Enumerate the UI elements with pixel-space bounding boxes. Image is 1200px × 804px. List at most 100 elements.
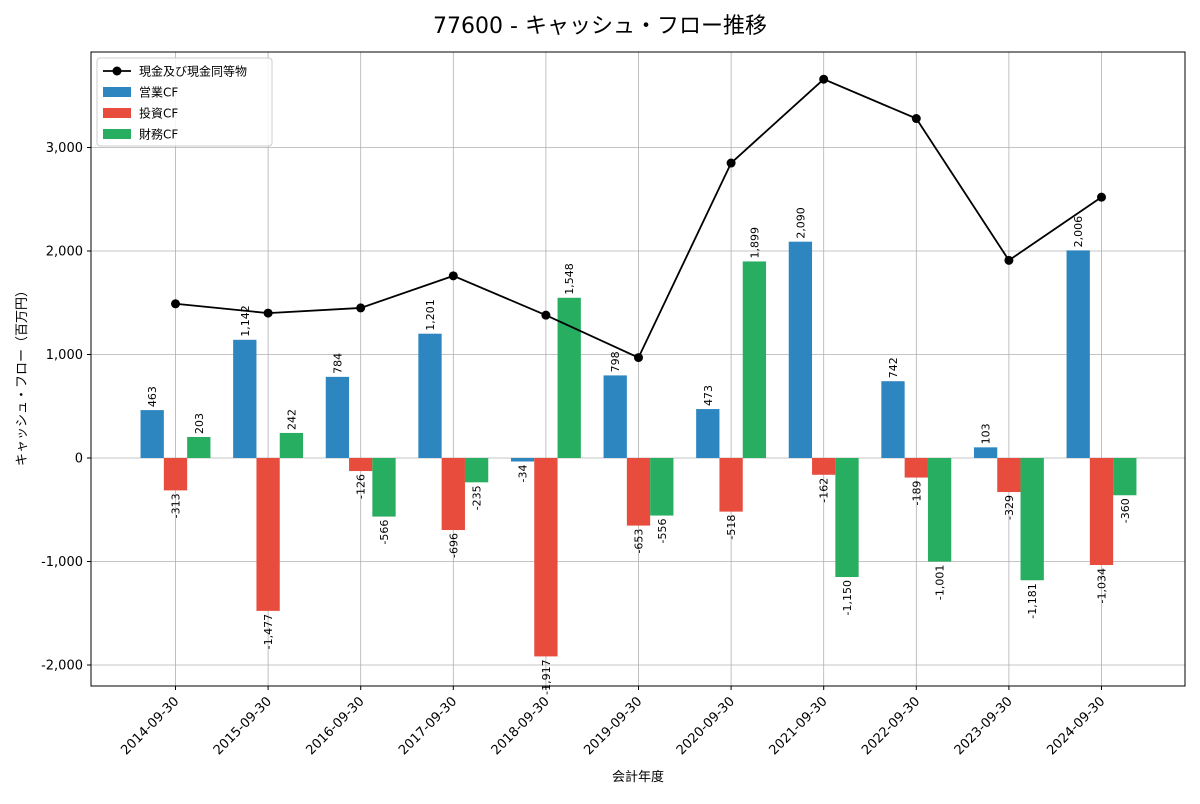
data-label: -360 bbox=[1119, 498, 1132, 523]
data-label: -162 bbox=[818, 478, 831, 503]
bar-1 bbox=[140, 410, 164, 458]
x-tick-label: 2021-09-30 bbox=[766, 694, 830, 758]
cash-equivalents-point bbox=[726, 158, 736, 168]
data-label: -313 bbox=[170, 493, 183, 518]
bar-3 bbox=[279, 432, 304, 458]
x-tick-label: 2017-09-30 bbox=[396, 694, 460, 758]
bar-2 bbox=[904, 458, 928, 478]
data-label: -34 bbox=[517, 465, 530, 483]
cash-equivalents-point bbox=[171, 299, 180, 309]
cash-equivalents-point bbox=[819, 74, 829, 84]
data-label: 2,006 bbox=[1072, 216, 1085, 248]
data-label: -235 bbox=[471, 485, 484, 510]
bar-1 bbox=[325, 376, 350, 458]
data-label: 742 bbox=[887, 357, 900, 378]
bar-1 bbox=[1066, 250, 1090, 458]
data-label: -566 bbox=[378, 520, 391, 545]
legend-box bbox=[96, 57, 273, 147]
bar-3 bbox=[650, 458, 674, 516]
data-labels-layer: 463 1,142 784 1,201 -34 798 473 2,090 742 103 2,00… bbox=[146, 207, 1132, 695]
y-tick-label: 2,000 bbox=[46, 245, 83, 260]
cash-equivalents-point bbox=[911, 114, 921, 124]
bar-2 bbox=[256, 458, 280, 611]
data-label: -329 bbox=[1003, 495, 1016, 520]
y-tick-label: 1,000 bbox=[46, 348, 83, 363]
cash-equivalents-point bbox=[1004, 255, 1014, 265]
legend-label: 財務CF bbox=[139, 127, 178, 142]
cash-equivalents-point bbox=[263, 308, 273, 318]
cash-equivalents-point bbox=[356, 303, 366, 313]
bar-3 bbox=[835, 458, 859, 578]
data-label: 798 bbox=[609, 351, 622, 372]
data-label: 1,142 bbox=[239, 305, 252, 337]
bar-2 bbox=[997, 458, 1021, 493]
bar-2 bbox=[441, 458, 465, 531]
cash-equivalents-point bbox=[634, 353, 643, 363]
y-tick-label: 0 bbox=[75, 452, 83, 467]
legend-bar-swatch bbox=[103, 108, 131, 118]
x-tick-label: 2015-09-30 bbox=[211, 694, 275, 758]
legend-label: 営業CF bbox=[139, 86, 178, 100]
y-tick-label: 3,000 bbox=[46, 141, 83, 156]
y-tick-label: -1,000 bbox=[41, 555, 83, 570]
bar-1 bbox=[973, 447, 998, 458]
data-label: -518 bbox=[725, 515, 738, 540]
x-tick-label: 2024-09-30 bbox=[1044, 694, 1108, 758]
x-tick-label: 2023-09-30 bbox=[952, 694, 1016, 758]
x-tick-label: 2019-09-30 bbox=[581, 694, 645, 758]
bar-2 bbox=[812, 458, 836, 475]
legend-bar-swatch bbox=[103, 129, 131, 139]
bars-layer bbox=[140, 241, 1137, 657]
data-label: 473 bbox=[702, 385, 715, 406]
legend-label: 現金及び現金同等物 bbox=[139, 64, 247, 79]
bar-3 bbox=[557, 297, 581, 458]
x-tick-label: 2016-09-30 bbox=[303, 694, 367, 758]
x-tick-label: 2022-09-30 bbox=[859, 694, 923, 758]
data-label: -126 bbox=[355, 474, 368, 499]
data-label: 1,548 bbox=[563, 263, 576, 295]
bar-2 bbox=[534, 458, 558, 657]
data-label: -189 bbox=[910, 481, 923, 506]
bar-3 bbox=[187, 436, 211, 458]
bar-1 bbox=[510, 458, 535, 462]
bar-3 bbox=[927, 458, 952, 562]
x-tick-label: 2020-09-30 bbox=[674, 694, 738, 758]
data-label: 1,899 bbox=[748, 227, 761, 259]
data-label: -1,150 bbox=[841, 580, 854, 615]
bar-1 bbox=[418, 333, 442, 458]
bar-2 bbox=[163, 458, 188, 491]
data-label: -696 bbox=[447, 533, 460, 558]
data-label: 1,201 bbox=[424, 299, 437, 331]
cash-equivalents-point bbox=[448, 271, 458, 281]
bar-1 bbox=[881, 381, 905, 458]
bar-1 bbox=[696, 409, 720, 458]
chart-title: 77600 - キャッシュ・フロー推移 bbox=[433, 14, 767, 39]
cash-equivalents-point bbox=[541, 310, 551, 320]
bar-3 bbox=[1020, 458, 1044, 581]
bar-3 bbox=[464, 458, 489, 483]
x-tick-label: 2018-09-30 bbox=[489, 694, 553, 758]
legend-bar-swatch bbox=[103, 87, 131, 97]
bar-1 bbox=[233, 339, 257, 458]
legend-marker bbox=[112, 66, 122, 76]
bar-2 bbox=[626, 458, 651, 526]
data-label: 242 bbox=[285, 409, 298, 430]
x-tick-label: 2014-09-30 bbox=[118, 694, 182, 758]
data-label: -1,034 bbox=[1096, 568, 1109, 603]
data-label: 103 bbox=[980, 423, 993, 444]
bar-2 bbox=[349, 458, 373, 472]
bar-1 bbox=[603, 375, 627, 458]
data-label: -1,477 bbox=[262, 614, 275, 649]
data-label: -1,181 bbox=[1026, 583, 1039, 618]
line-layer bbox=[171, 74, 1106, 363]
bar-2 bbox=[1089, 458, 1114, 566]
data-label: 2,090 bbox=[794, 207, 807, 239]
data-label: -653 bbox=[633, 529, 646, 554]
bar-3 bbox=[742, 261, 767, 458]
legend-label: 投資CF bbox=[139, 106, 178, 121]
bar-3 bbox=[1113, 458, 1137, 496]
data-label: 784 bbox=[331, 353, 344, 374]
